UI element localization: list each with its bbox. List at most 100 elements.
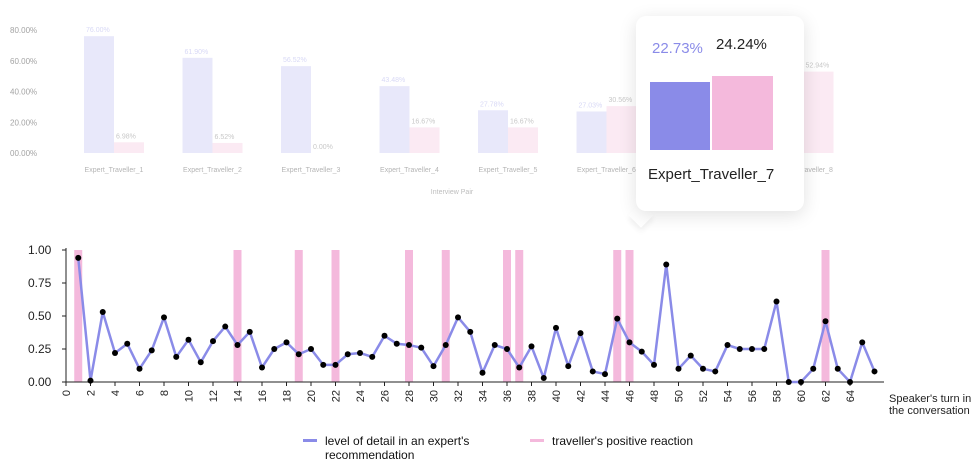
line-x-tick-label: 4	[110, 390, 122, 396]
tooltip-bar-1	[650, 82, 710, 150]
reaction-bar	[331, 250, 340, 382]
detail-level-point	[246, 328, 253, 335]
detail-level-point	[295, 351, 302, 358]
bar-y-tick-label: 20.00%	[10, 118, 37, 127]
line-x-tick-label: 42	[576, 390, 588, 402]
bar-series-1	[281, 66, 311, 153]
line-y-tick-label: 0.25	[28, 342, 52, 356]
detail-level-point	[271, 346, 278, 352]
detail-level-point	[834, 365, 841, 372]
detail-level-point	[822, 318, 829, 325]
bar-series-1	[182, 57, 213, 153]
bar-data-label-1: 27.03%	[579, 102, 603, 109]
bar-series-2	[803, 71, 834, 153]
detail-level-point	[773, 298, 780, 305]
tooltip-label: Expert_Traveller_7	[648, 166, 775, 183]
line-y-tick-label: 0.50	[28, 309, 52, 323]
tooltip-value-1: 22.73%	[652, 40, 703, 57]
detail-level-point	[369, 353, 376, 360]
line-x-tick-label: 16	[257, 390, 269, 402]
detail-level-point	[859, 339, 866, 346]
detail-level-point	[712, 368, 719, 375]
line-x-tick-label: 44	[600, 390, 612, 402]
bar-category-label: Expert_Traveller_6	[577, 167, 636, 174]
line-x-axis-label-line-1: Speaker's turn in	[889, 393, 971, 405]
bar-series-1	[379, 86, 410, 153]
detail-level-point	[185, 336, 192, 343]
detail-level-point	[393, 340, 400, 347]
detail-level-point	[173, 353, 180, 360]
detail-level-point	[847, 379, 853, 385]
detail-level-point	[700, 365, 706, 372]
line-x-tick-label: 8	[159, 390, 171, 396]
line-x-tick-label: 20	[306, 390, 318, 402]
detail-level-point	[467, 328, 474, 335]
line-x-tick-label: 48	[649, 390, 661, 402]
detail-level-point	[344, 351, 351, 358]
detail-level-point	[136, 365, 143, 372]
bar-category-label: Expert_Traveller_3	[282, 167, 341, 174]
detail-level-point	[491, 342, 498, 349]
detail-level-point	[381, 332, 388, 339]
legend-bar-swatch	[530, 439, 544, 442]
bar-data-label-1: 56.52%	[283, 57, 307, 64]
tooltip-bar-2	[712, 76, 773, 150]
line-x-tick-label: 28	[404, 390, 416, 402]
reaction-bar	[405, 250, 413, 382]
tooltip-value-2: 24.24%	[716, 36, 767, 53]
detail-level-point	[798, 379, 804, 385]
line-x-tick-label: 58	[772, 390, 784, 402]
legend-line-swatch	[303, 439, 317, 442]
bar-category-label: Expert_Traveller_5	[479, 167, 538, 174]
line-x-tick-label: 26	[380, 390, 392, 402]
detail-level-point	[785, 379, 792, 385]
bar-series-1	[84, 36, 114, 153]
bar-category-label: Expert_Traveller_4	[380, 167, 439, 174]
reaction-bar	[233, 250, 242, 382]
line-x-tick-label: 10	[184, 390, 196, 402]
legend-bar-label: traveller's positive reaction	[552, 434, 694, 448]
detail-level-point	[222, 323, 229, 330]
detail-level-point	[259, 364, 265, 371]
bar-data-label-2: 6.98%	[116, 133, 136, 140]
bar-data-label-1: 76.00%	[86, 27, 110, 34]
bar-y-tick-label: 00.00%	[10, 149, 37, 158]
reaction-bar	[441, 250, 450, 382]
bar-data-label-1: 43.48%	[382, 77, 406, 84]
reaction-bar	[515, 250, 524, 382]
detail-level-point	[602, 371, 608, 378]
detail-level-point	[124, 340, 131, 347]
bar-series-2	[508, 127, 538, 153]
bar-data-label-2: 6.52%	[215, 134, 235, 141]
detail-level-point	[651, 361, 657, 368]
detail-level-line	[77, 257, 876, 384]
line-x-tick-label: 22	[331, 390, 343, 402]
detail-level-point	[516, 364, 523, 371]
reaction-bar	[294, 250, 303, 382]
line-x-tick-label: 30	[429, 390, 441, 402]
detail-level-point	[724, 342, 731, 349]
detail-level-point	[871, 368, 878, 375]
line-x-tick-label: 54	[723, 390, 735, 402]
line-x-tick-label: 0	[61, 390, 73, 396]
line-y-tick-label: 1.00	[28, 243, 52, 257]
line-x-tick-label: 18	[282, 390, 294, 402]
detail-level-point	[577, 330, 584, 337]
line-x-tick-label: 60	[796, 390, 808, 402]
detail-level-point	[589, 368, 596, 375]
line-x-tick-label: 56	[747, 390, 759, 402]
bar-series-2	[606, 106, 637, 153]
detail-level-point	[430, 363, 437, 370]
line-x-tick-label: 14	[233, 390, 245, 402]
detail-level-point	[406, 342, 412, 349]
detail-level-point	[626, 339, 633, 346]
bar-data-label-1: 27.78%	[480, 101, 504, 108]
legend-bar: traveller's positive reaction	[530, 434, 693, 448]
bar-series-2	[409, 127, 440, 153]
bar-x-axis-label: Interview Pair	[431, 189, 474, 196]
line-x-tick-label: 50	[674, 390, 686, 402]
detail-level-point	[99, 309, 106, 316]
legend-line: level of detail in an expert's recommend…	[303, 434, 515, 462]
